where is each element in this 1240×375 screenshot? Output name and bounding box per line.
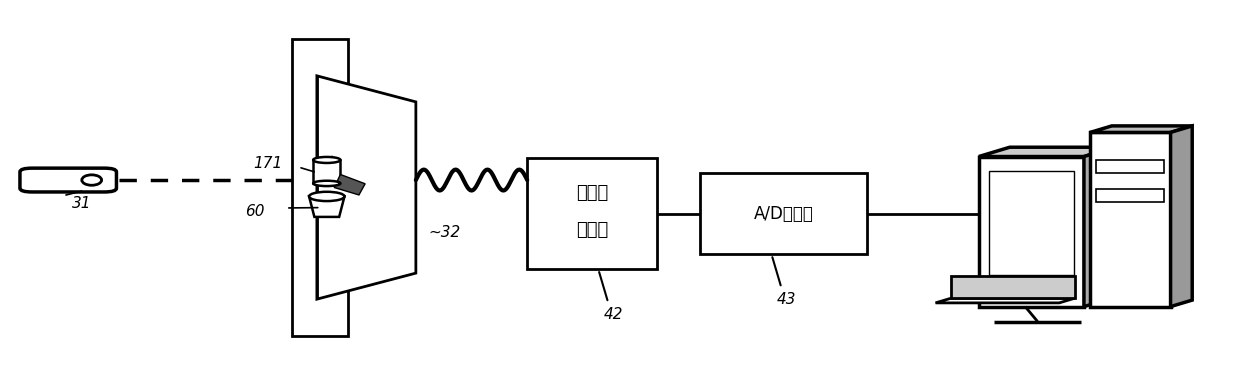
Text: A/D转换器: A/D转换器 <box>754 204 813 222</box>
Polygon shape <box>335 174 365 195</box>
Polygon shape <box>978 147 1115 156</box>
Polygon shape <box>951 276 1075 298</box>
Text: 43: 43 <box>776 292 796 307</box>
Ellipse shape <box>82 175 102 185</box>
Polygon shape <box>1090 132 1171 307</box>
Text: 42: 42 <box>604 306 622 321</box>
Polygon shape <box>1171 126 1192 307</box>
Bar <box>701 172 868 255</box>
Polygon shape <box>935 298 1075 303</box>
Polygon shape <box>293 39 347 336</box>
Bar <box>527 158 657 269</box>
Polygon shape <box>978 156 1084 307</box>
Bar <box>1096 189 1164 202</box>
FancyBboxPatch shape <box>20 168 117 192</box>
Text: 大电路: 大电路 <box>577 221 609 239</box>
Text: 171: 171 <box>253 156 281 171</box>
Polygon shape <box>309 196 345 217</box>
Ellipse shape <box>314 181 341 186</box>
Bar <box>1096 160 1164 172</box>
Ellipse shape <box>314 157 341 163</box>
Bar <box>314 160 341 183</box>
Text: ~32: ~32 <box>428 225 460 240</box>
Text: 信号放: 信号放 <box>577 184 609 202</box>
Text: 31: 31 <box>72 196 92 211</box>
Bar <box>988 171 1074 275</box>
Polygon shape <box>1084 147 1115 307</box>
Ellipse shape <box>309 192 345 201</box>
Polygon shape <box>317 76 415 299</box>
Polygon shape <box>1090 126 1192 132</box>
Text: 60: 60 <box>246 204 265 219</box>
